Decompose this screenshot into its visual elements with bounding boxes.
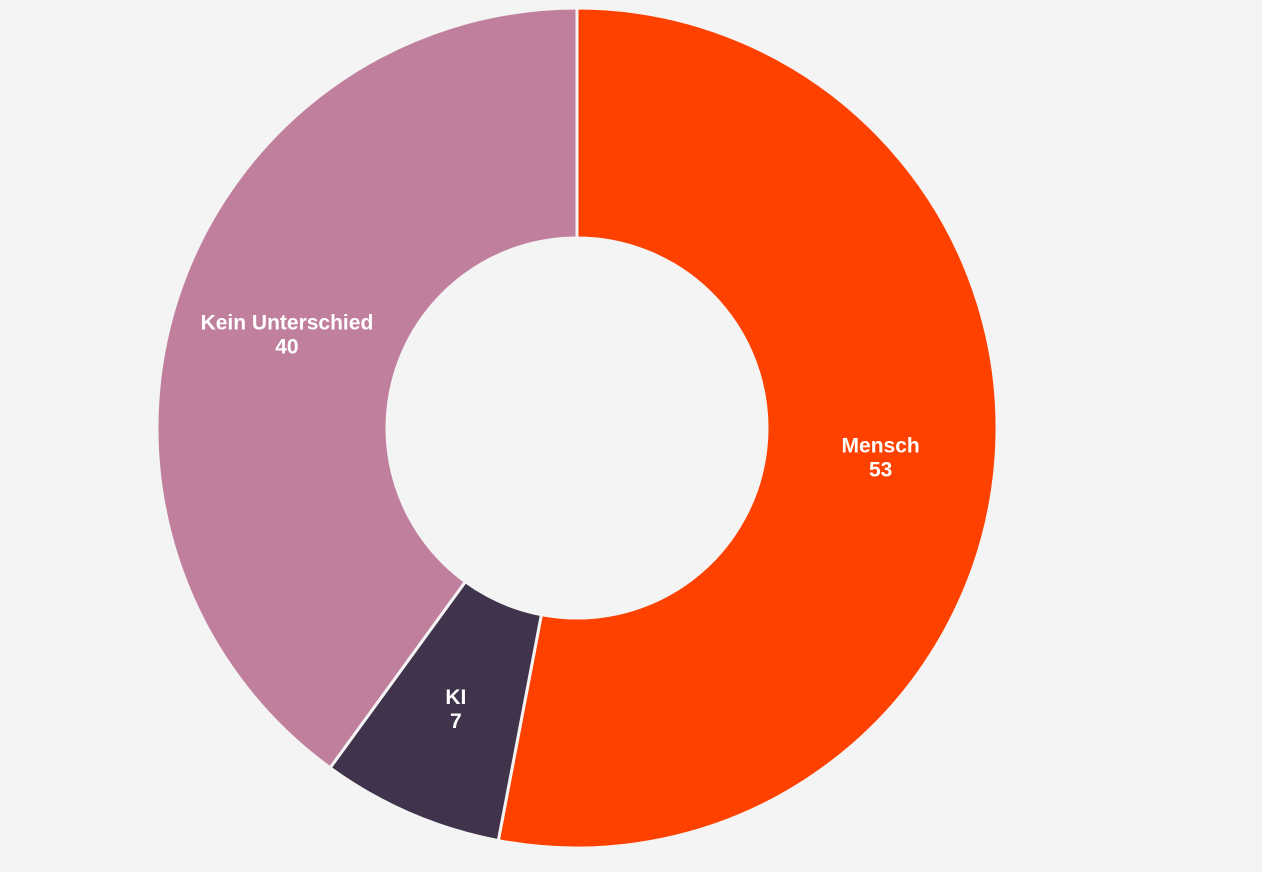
slice-category-label: KI	[445, 686, 466, 709]
slice-category-label: Mensch	[842, 435, 920, 458]
slices-group	[155, 6, 999, 850]
slice-mensch	[496, 6, 999, 850]
slice-value-label: 40	[275, 336, 298, 359]
slice-kein-unterschied	[155, 6, 579, 770]
slice-label-ki: KI 7	[445, 686, 466, 733]
slice-value-label: 53	[869, 459, 892, 482]
slice-category-label: Kein Unterschied	[201, 312, 374, 335]
slice-label-kein-unterschied: Kein Unterschied 40	[201, 312, 374, 359]
slice-label-mensch: Mensch 53	[842, 435, 920, 482]
labels-group: Mensch 53 KI 7 Kein Unterschied 40	[201, 312, 920, 733]
slice-value-label: 7	[450, 710, 462, 733]
